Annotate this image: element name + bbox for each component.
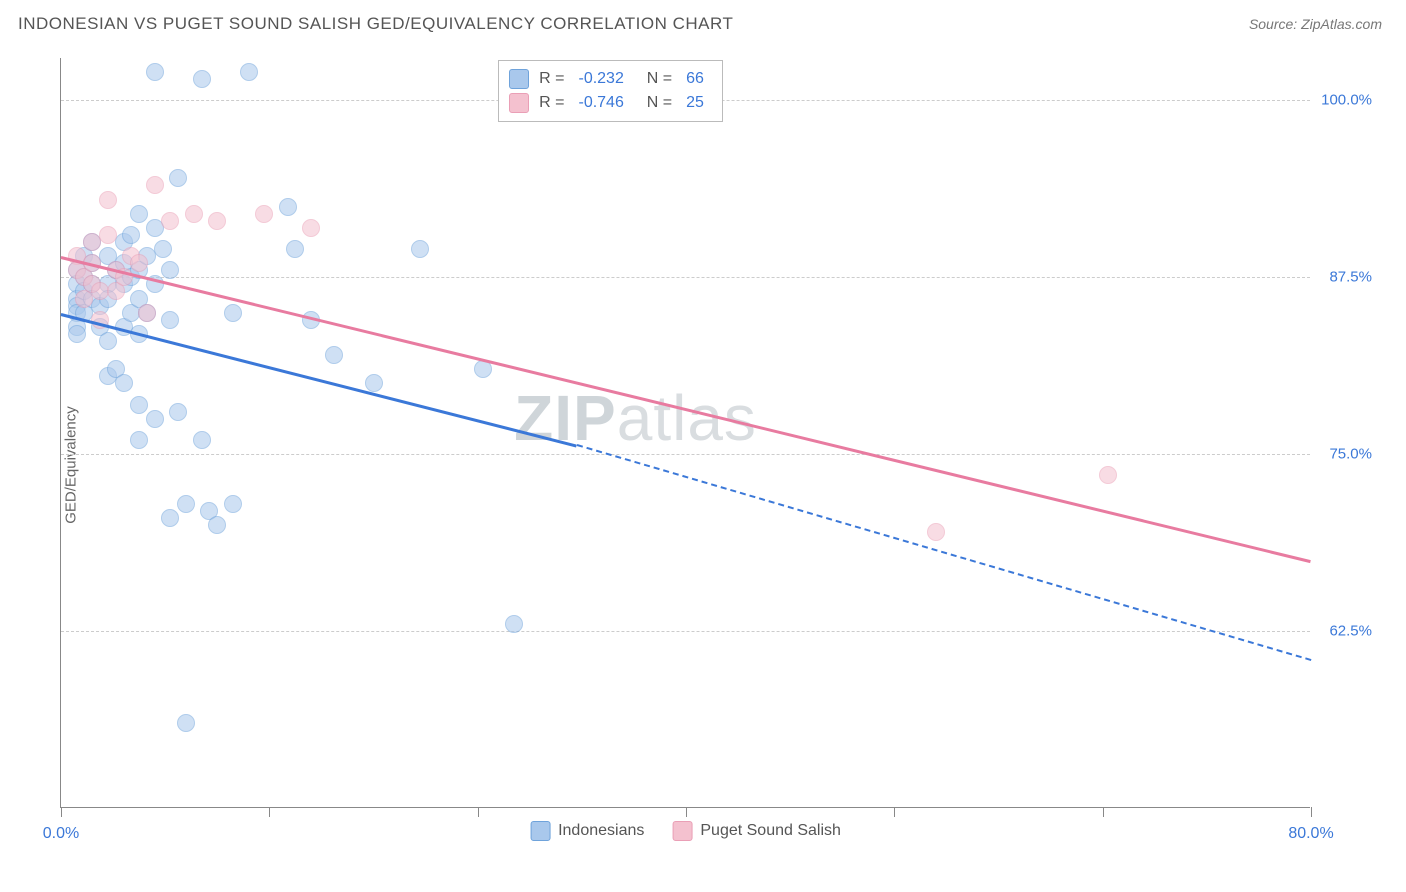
legend-row: R = -0.746 N = 25 — [509, 91, 708, 115]
scatter-point — [474, 360, 492, 378]
scatter-point — [224, 304, 242, 322]
scatter-point — [286, 240, 304, 258]
legend-row: R = -0.232 N = 66 — [509, 67, 708, 91]
x-tick — [1103, 807, 1104, 817]
correlation-legend: R = -0.232 N = 66 R = -0.746 N = 25 — [498, 60, 723, 122]
plot-area: ZIPatlas 62.5%75.0%87.5%100.0%0.0%80.0%R… — [60, 58, 1310, 808]
scatter-point — [302, 219, 320, 237]
scatter-point — [193, 431, 211, 449]
legend-r-label: R = — [539, 94, 564, 112]
x-tick-label: 0.0% — [43, 825, 79, 843]
y-tick-label: 100.0% — [1321, 92, 1372, 109]
scatter-point — [138, 304, 156, 322]
scatter-point — [68, 325, 86, 343]
x-tick — [61, 807, 62, 817]
legend-label: Puget Sound Salish — [700, 822, 841, 840]
legend-item: Puget Sound Salish — [672, 821, 841, 841]
y-tick-label: 62.5% — [1329, 623, 1372, 640]
legend-swatch — [672, 821, 692, 841]
scatter-point — [130, 431, 148, 449]
scatter-point — [122, 226, 140, 244]
scatter-point — [927, 523, 945, 541]
scatter-point — [325, 346, 343, 364]
legend-swatch — [530, 821, 550, 841]
legend-n-label: N = — [638, 94, 672, 112]
legend-label: Indonesians — [558, 822, 644, 840]
scatter-point — [505, 615, 523, 633]
gridline — [61, 454, 1310, 455]
scatter-point — [146, 410, 164, 428]
scatter-point — [177, 495, 195, 513]
scatter-point — [185, 205, 203, 223]
gridline — [61, 631, 1310, 632]
legend-r-value: -0.232 — [578, 70, 623, 88]
x-tick — [478, 807, 479, 817]
scatter-point — [279, 198, 297, 216]
x-tick-label: 80.0% — [1288, 825, 1333, 843]
scatter-point — [240, 63, 258, 81]
x-tick — [894, 807, 895, 817]
legend-swatch — [509, 93, 529, 113]
scatter-point — [130, 254, 148, 272]
scatter-point — [1099, 466, 1117, 484]
scatter-point — [208, 212, 226, 230]
y-tick-label: 75.0% — [1329, 446, 1372, 463]
chart-container: GED/Equivalency ZIPatlas 62.5%75.0%87.5%… — [18, 50, 1388, 880]
scatter-point — [177, 714, 195, 732]
scatter-point — [146, 63, 164, 81]
legend-r-label: R = — [539, 70, 564, 88]
scatter-point — [193, 70, 211, 88]
scatter-point — [411, 240, 429, 258]
scatter-point — [208, 516, 226, 534]
x-tick — [269, 807, 270, 817]
scatter-point — [365, 374, 383, 392]
trend-line — [61, 256, 1312, 563]
scatter-point — [130, 396, 148, 414]
scatter-point — [99, 332, 117, 350]
legend-item: Indonesians — [530, 821, 644, 841]
scatter-point — [115, 374, 133, 392]
scatter-point — [161, 311, 179, 329]
scatter-point — [130, 205, 148, 223]
scatter-point — [169, 169, 187, 187]
legend-swatch — [509, 69, 529, 89]
gridline — [61, 277, 1310, 278]
x-tick — [1311, 807, 1312, 817]
scatter-point — [99, 226, 117, 244]
source-attribution: Source: ZipAtlas.com — [1249, 16, 1382, 32]
trend-line-extrapolated — [576, 444, 1311, 661]
scatter-point — [224, 495, 242, 513]
legend-n-value: 25 — [686, 94, 704, 112]
scatter-point — [146, 176, 164, 194]
chart-title: INDONESIAN VS PUGET SOUND SALISH GED/EQU… — [18, 14, 733, 34]
scatter-point — [161, 509, 179, 527]
scatter-point — [99, 191, 117, 209]
scatter-point — [161, 212, 179, 230]
y-tick-label: 87.5% — [1329, 269, 1372, 286]
legend-n-label: N = — [638, 70, 672, 88]
trend-line — [61, 313, 577, 447]
scatter-point — [154, 240, 172, 258]
scatter-point — [169, 403, 187, 421]
legend-r-value: -0.746 — [578, 94, 623, 112]
legend-n-value: 66 — [686, 70, 704, 88]
scatter-point — [161, 261, 179, 279]
x-tick — [686, 807, 687, 817]
series-legend: Indonesians Puget Sound Salish — [530, 821, 841, 841]
scatter-point — [255, 205, 273, 223]
